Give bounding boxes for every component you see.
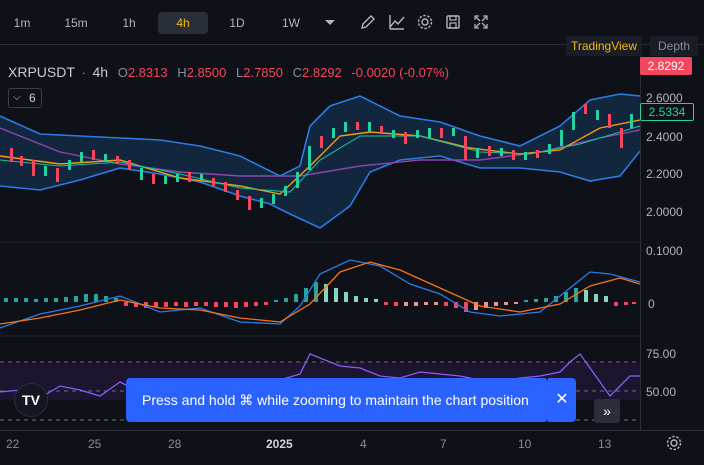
legend-low: 2.7850 — [243, 65, 283, 80]
indicators-toggle-button[interactable]: ⌵ 6 — [8, 88, 42, 108]
tab-depth[interactable]: Depth — [650, 36, 698, 56]
legend-sep: · — [81, 65, 86, 80]
tradingview-logo[interactable]: TV — [14, 383, 48, 417]
price-tick: 2.0000 — [646, 205, 683, 219]
toast-close-button[interactable]: ✕ — [548, 378, 576, 422]
rsi-tick: 75.00 — [646, 347, 677, 361]
legend-interval: 4h — [92, 64, 109, 80]
price-tick: 2.2000 — [646, 167, 683, 181]
date-label: 10 — [518, 437, 532, 451]
scroll-to-realtime-button[interactable]: » — [594, 399, 620, 423]
candlestick-chart[interactable] — [0, 56, 640, 430]
macd-tick: 0 — [648, 297, 655, 311]
timeframe-1d[interactable]: 1D — [229, 16, 245, 30]
save-icon[interactable] — [443, 12, 463, 32]
toast-message: Press and hold ⌘ while zooming to mainta… — [142, 392, 529, 408]
bollinger-band-fill — [0, 94, 640, 228]
date-label: 2025 — [266, 437, 293, 451]
legend-change: -0.0020 (-0.07%) — [351, 65, 449, 80]
timeframe-1h[interactable]: 1h — [122, 16, 136, 30]
chart-legend: XRPUSDT · 4h O2.8313 H2.8500 L2.7850 C2.… — [8, 64, 449, 80]
price-tick: 2.6000 — [646, 91, 683, 105]
chevron-down-icon: ⌵ — [13, 92, 21, 103]
timeframe-15m[interactable]: 15m — [64, 16, 88, 30]
marker-price-tag: 2.5334 — [640, 103, 694, 121]
date-label: 25 — [88, 437, 102, 451]
timeframe-1w[interactable]: 1W — [282, 16, 300, 30]
chevron-down-icon[interactable] — [320, 12, 340, 32]
price-tick: 2.4000 — [646, 130, 683, 144]
chart-toolbar: 1m 15m 1h 4h 1D 1W — [0, 0, 704, 45]
legend-open: 2.8313 — [127, 65, 168, 80]
macd-line — [0, 259, 640, 329]
moving-average-teal — [0, 125, 640, 193]
legend-h-label: H — [177, 65, 187, 80]
settings-icon[interactable] — [415, 12, 435, 32]
legend-close: 2.8292 — [302, 65, 342, 80]
legend-l-label: L — [236, 65, 244, 80]
date-label: 13 — [598, 437, 612, 451]
chart-settings-icon[interactable] — [664, 433, 684, 453]
draw-pencil-icon[interactable] — [358, 12, 378, 32]
zoom-hint-toast: Press and hold ⌘ while zooming to mainta… — [126, 378, 548, 422]
macd-tick: 0.1000 — [646, 244, 683, 258]
date-label: 4 — [360, 437, 367, 451]
legend-c-label: C — [292, 65, 303, 80]
rsi-line — [0, 353, 640, 399]
bollinger-upper-band — [0, 93, 640, 177]
rsi-tick: 50.00 — [646, 385, 677, 399]
bollinger-lower-band — [0, 150, 640, 229]
indicator-count: 6 — [29, 91, 36, 105]
date-axis[interactable]: 22 25 28 2025 4 7 10 13 — [0, 430, 704, 457]
indicators-icon[interactable] — [387, 12, 407, 32]
timeframe-4h[interactable]: 4h — [158, 12, 208, 34]
macd-signal-line — [0, 261, 640, 325]
symbol-name: XRPUSDT — [8, 64, 75, 80]
current-price-tag: 2.8292 — [640, 57, 692, 75]
candles — [10, 104, 633, 210]
date-label: 7 — [440, 437, 447, 451]
fullscreen-icon[interactable] — [471, 12, 491, 32]
timeframe-1m[interactable]: 1m — [13, 16, 31, 30]
legend-o-label: O — [117, 65, 128, 80]
date-label: 28 — [168, 437, 182, 451]
tab-tradingview[interactable]: TradingView — [566, 36, 642, 56]
legend-high: 2.8500 — [186, 65, 227, 80]
date-label: 22 — [6, 437, 20, 451]
